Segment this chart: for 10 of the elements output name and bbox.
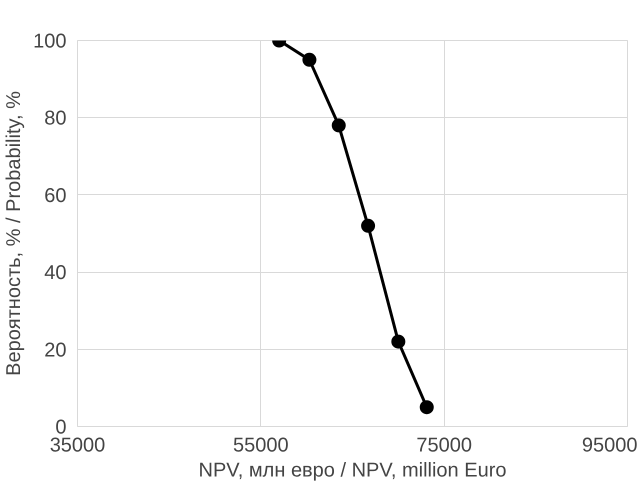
x-tick-label: 95000 — [582, 434, 637, 456]
y-tick-label: 40 — [44, 262, 67, 284]
x-tick-label: 55000 — [233, 434, 289, 456]
y-tick-label: 20 — [44, 339, 67, 362]
x-axis-title: NPV, млн евро / NPV, million Euro — [198, 460, 506, 482]
y-tick-label: 60 — [44, 184, 67, 207]
y-tick-label: 80 — [44, 108, 67, 130]
x-tick-label: 75000 — [416, 434, 472, 456]
y-tick-label: 100 — [33, 30, 67, 52]
y-axis-title: Вероятность, % / Probability, % — [3, 90, 26, 376]
